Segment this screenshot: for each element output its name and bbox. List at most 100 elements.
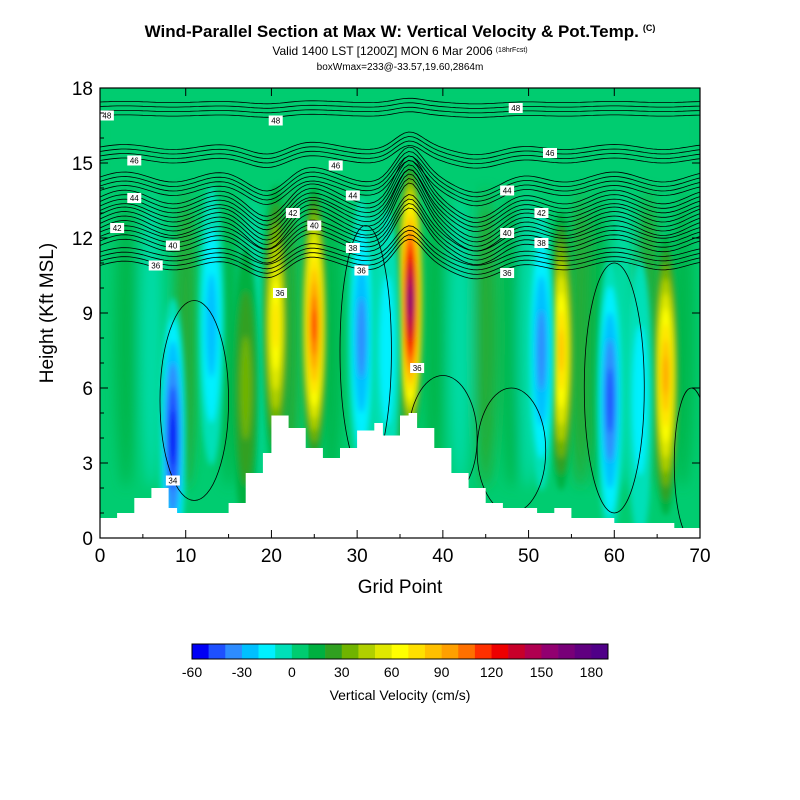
colorbar-swatch [341, 644, 359, 659]
colorbar-tick-label: -30 [232, 664, 252, 680]
colorbar-swatch [258, 644, 276, 659]
terrain-profile [100, 413, 700, 538]
contour-label: 36 [500, 268, 515, 278]
theta-contour-line [100, 229, 700, 271]
updraft-cell [397, 160, 424, 441]
contour-labels: 48 48 48 46 46 46 44 44 44 42 42 42 40 40 40 38 38 36 36 36… [100, 103, 557, 486]
svg-text:40: 40 [168, 242, 177, 251]
colorbar-swatch [325, 644, 343, 659]
downdraft-cell [627, 260, 653, 538]
theta-contour-line [100, 182, 700, 252]
svg-text:36: 36 [413, 364, 422, 373]
colorbar-swatch [358, 644, 376, 659]
updraft-cell [548, 210, 575, 491]
contour-label: 34 [165, 475, 180, 486]
x-tick-label: 10 [175, 546, 196, 567]
theta-contour-line [100, 145, 700, 169]
colorbar-swatch [225, 644, 243, 659]
x-tick-label: 30 [347, 546, 368, 567]
contour-label: 44 [345, 190, 360, 201]
theta-contour-loop [159, 300, 229, 501]
colorbar-tick-label: 60 [384, 664, 400, 680]
theta-contour-line [100, 173, 700, 243]
theta-contour-line [100, 207, 700, 266]
updraft-cell [652, 235, 679, 516]
colorbar-tick-label: -60 [182, 664, 202, 680]
svg-text:48: 48 [102, 112, 111, 121]
colorbar-tick-label: 120 [480, 664, 504, 680]
terrain [100, 413, 700, 538]
svg-text:48: 48 [511, 104, 520, 113]
chart-title-tag: (C) [642, 23, 656, 33]
field-upper-layer [100, 88, 700, 213]
theta-contour-line [100, 155, 700, 202]
colorbar-frame [191, 643, 609, 660]
contour-label: 38 [345, 243, 360, 253]
contour-label: 36 [273, 288, 287, 298]
chart-subtitle: Valid 1400 LST [1200Z] MON 6 Mar 2006 (18… [272, 44, 528, 58]
svg-text:44: 44 [130, 194, 139, 203]
colorbar-swatch [241, 644, 259, 659]
contour-label: 38 [534, 238, 549, 248]
theta-contour-line [100, 155, 700, 219]
theta-contour-line [100, 102, 700, 109]
theta-contour-line [100, 168, 700, 232]
svg-text:42: 42 [537, 209, 546, 218]
x-tick-label: 20 [261, 546, 282, 567]
colorbar-swatch [308, 644, 326, 659]
colorbar-swatch [558, 644, 576, 659]
svg-text:38: 38 [348, 244, 357, 253]
field-band [569, 188, 591, 488]
svg-text:44: 44 [348, 192, 357, 201]
downdraft-cell [374, 210, 401, 491]
colorbar-swatch [275, 644, 293, 659]
updraft-cell [232, 248, 259, 528]
theta-contour-line [100, 164, 700, 228]
colorbar-tick-label: 30 [334, 664, 350, 680]
potential-temperature-contours [100, 97, 700, 538]
theta-contour-line [100, 140, 700, 165]
svg-text:40: 40 [503, 229, 512, 238]
field-band [474, 188, 497, 488]
svg-text:36: 36 [357, 267, 366, 276]
colorbar-swatch [524, 644, 542, 659]
downdraft-cell [528, 210, 555, 491]
x-axis-label: Grid Point [358, 577, 443, 598]
svg-text:42: 42 [288, 209, 297, 218]
colorbar-swatch [574, 644, 592, 659]
field-band [114, 188, 137, 488]
updraft-cell [262, 185, 289, 466]
colorbar-swatch [508, 644, 526, 659]
svg-text:46: 46 [546, 149, 555, 158]
field-band [449, 188, 471, 488]
colorbar-tick-label: 0 [288, 664, 296, 680]
contour-label: 36 [410, 363, 425, 373]
y-tick-label: 9 [82, 304, 93, 325]
svg-text:42: 42 [113, 224, 122, 233]
contour-label: 36 [354, 265, 369, 276]
svg-text:40: 40 [310, 222, 319, 231]
theta-contour-line [100, 178, 700, 247]
svg-text:36: 36 [151, 262, 160, 271]
colorbar-tick-label: 150 [530, 664, 554, 680]
y-tick-label: 18 [72, 79, 93, 100]
colorbar-tick-label: 180 [580, 664, 604, 680]
theta-contour-line [100, 159, 700, 223]
chart-subtitle-tag: (18hrFcst) [495, 47, 528, 54]
field-band [500, 188, 523, 488]
updraft-cell [301, 185, 328, 466]
y-tick-label: 0 [82, 529, 93, 550]
theta-contour-line [100, 97, 700, 105]
y-tick-label: 15 [72, 154, 93, 175]
svg-text:46: 46 [331, 162, 340, 171]
contour-label: 42 [534, 208, 549, 218]
colorbar-swatch [491, 644, 509, 659]
colorbar-label: Vertical Velocity (cm/s) [330, 687, 471, 703]
theta-contour-line [100, 136, 700, 160]
y-tick-label: 12 [72, 229, 93, 250]
y-tick-label: 3 [82, 454, 93, 475]
theta-contour-line [100, 160, 700, 207]
x-tick-label: 0 [95, 546, 106, 567]
